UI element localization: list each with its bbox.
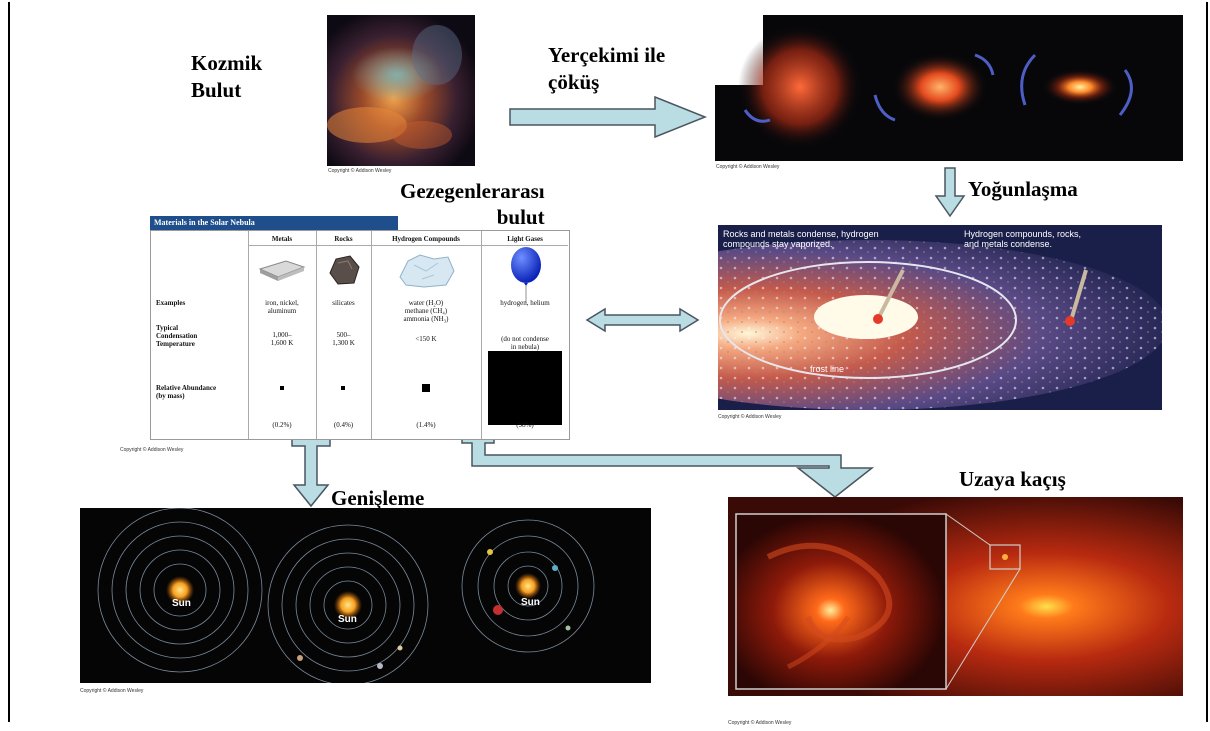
copyright-cosmic: Copyright © Addison Wesley — [328, 168, 392, 174]
condensation-image: Rocks and metals condense, hydrogen comp… — [718, 225, 1162, 410]
pct-metals: (0.2%) — [272, 421, 292, 429]
row-label-examples: Examples — [156, 299, 186, 307]
arrow-double — [585, 307, 700, 333]
sun-label-2: Sun — [338, 614, 357, 625]
rock-icon — [329, 255, 360, 285]
pct-rocks: (0.4%) — [333, 421, 354, 429]
label-escape: Uzaya kaçış — [959, 467, 1066, 491]
example-metals: iron, nickel, aluminum — [265, 299, 299, 315]
col-hydrogen-compounds: Hydrogen Compounds — [392, 235, 460, 243]
gravity-collapse-image — [715, 15, 1183, 161]
temp-metals: 1,000– 1,600 K — [270, 331, 294, 347]
solar-systems-image: Sun Sun Sun — [80, 508, 651, 683]
abundance-square-gases — [488, 351, 562, 425]
temp-gases: (do not condense in nebula) — [501, 335, 549, 351]
label-cosmic-cloud: Kozmik Bulut — [191, 51, 263, 102]
table-title: Materials in the Solar Nebula — [150, 216, 398, 230]
copyright-table: Copyright © Addison Wesley — [120, 447, 184, 453]
col-rocks: Rocks — [334, 235, 353, 243]
row-label-abundance: Relative Abundance (by mass) — [156, 384, 217, 400]
escape-image — [728, 497, 1183, 696]
col-metals: Metals — [271, 235, 293, 243]
balloon-icon — [511, 247, 541, 303]
system-2 — [267, 524, 429, 683]
arrow-expansion — [291, 436, 331, 508]
sun-label-3: Sun — [521, 597, 540, 608]
diagram-frame — [8, 2, 1208, 722]
system-3 — [461, 519, 595, 653]
pct-hydrogen: (1.4%) — [416, 421, 436, 429]
abundance-square-metals — [280, 386, 284, 390]
label-expansion: Genişleme — [331, 485, 625, 512]
cosmic-cloud-image — [327, 15, 475, 166]
example-gases: hydrogen, helium — [500, 299, 550, 307]
copyright-escape: Copyright © Addison Wesley — [728, 720, 792, 726]
example-hydrogen: water (H₂O) methane (CH₄) ammonia (NH₃) — [403, 299, 449, 323]
arrow-condensation — [934, 167, 966, 218]
row-label-temperature: Typical Condensation Temperature — [156, 324, 198, 348]
condense-note-left: Rocks and metals condense, hydrogen comp… — [723, 229, 879, 249]
system-1 — [97, 508, 263, 673]
label-nebula: Gezegenlerarası bulut — [400, 179, 545, 229]
copyright-collapse: Copyright © Addison Wesley — [716, 164, 780, 170]
arrow-collapse — [509, 95, 708, 139]
materials-table: Metals Rocks Hydrogen Compounds Light Ga… — [150, 230, 570, 440]
abundance-square-hydrogen — [421, 383, 431, 393]
label-condensation: Yoğunlaşma — [968, 177, 1078, 201]
ice-icon — [399, 254, 455, 288]
abundance-square-rocks — [340, 385, 346, 391]
arrow-escape — [461, 433, 875, 498]
sun-label-1: Sun — [172, 598, 191, 609]
copyright-solar: Copyright © Addison Wesley — [80, 688, 144, 694]
example-rocks: silicates — [332, 299, 355, 307]
metal-bar-icon — [258, 260, 306, 281]
temp-hydrogen: <150 K — [415, 335, 437, 343]
copyright-condensation: Copyright © Addison Wesley — [718, 414, 782, 420]
temp-rocks: 500– 1,300 K — [332, 331, 355, 347]
condense-note-right: Hydrogen compounds, rocks, and metals co… — [964, 229, 1082, 249]
pct-gases: (98%) — [516, 421, 534, 429]
col-light-gases: Light Gases — [507, 235, 543, 243]
frost-line-label: frost line — [810, 364, 845, 374]
label-gravity-collapse: Yerçekimi ile çöküş — [548, 43, 666, 94]
